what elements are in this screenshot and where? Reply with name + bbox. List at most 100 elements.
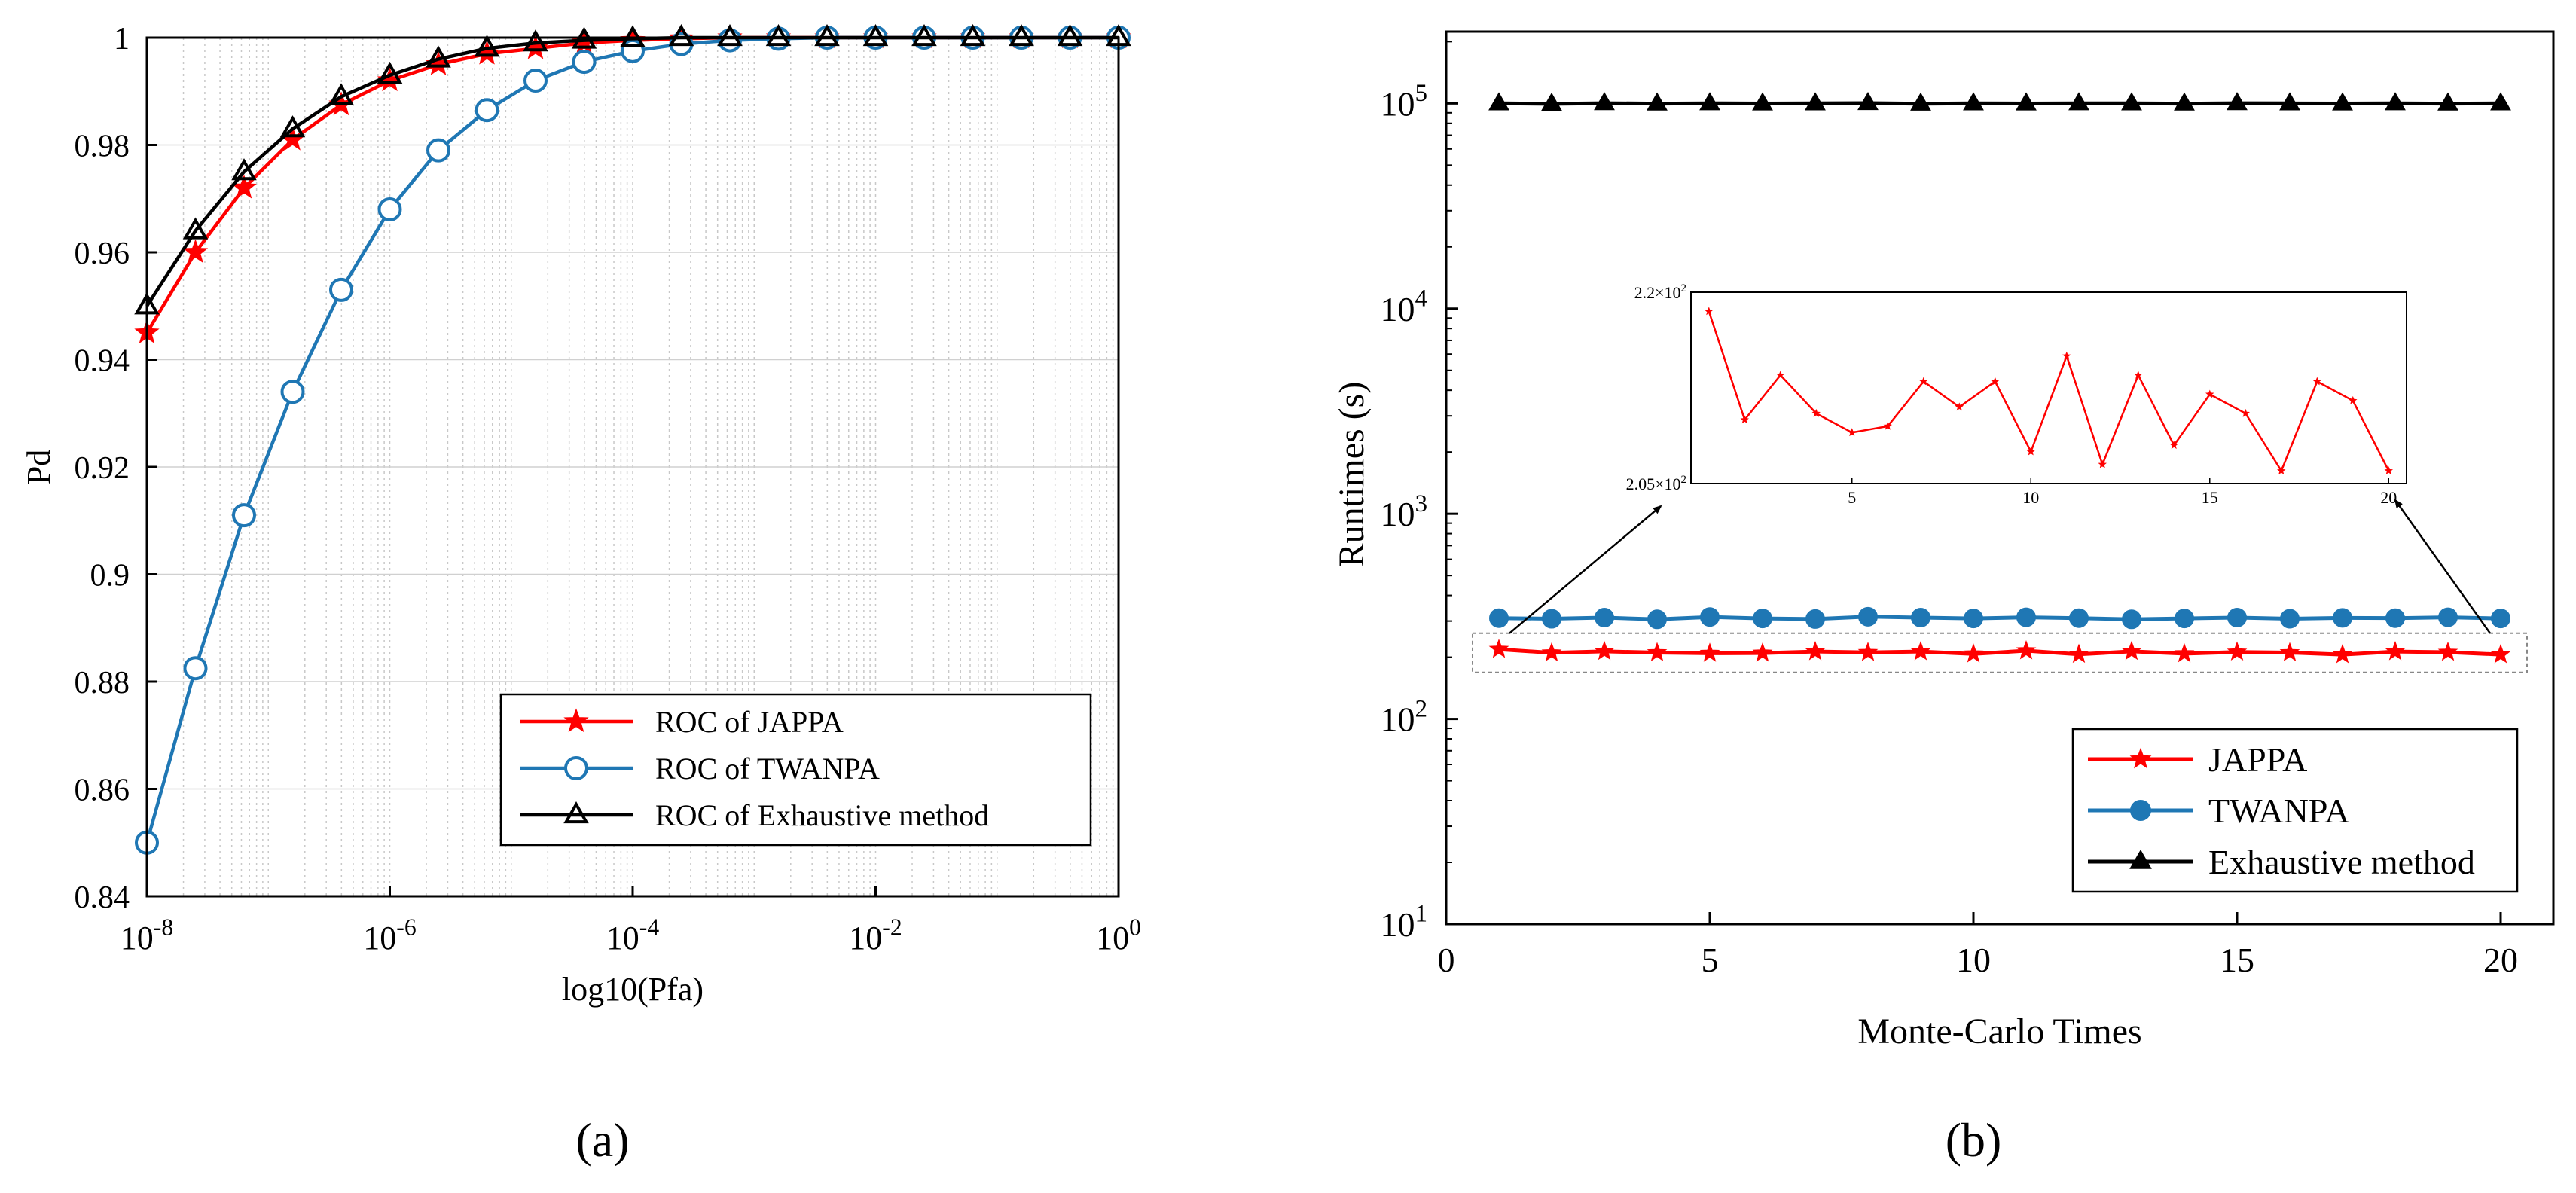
inset-line xyxy=(1708,311,2390,473)
plot-b-series xyxy=(1472,91,2528,673)
legend-label: Exhaustive method xyxy=(2208,843,2475,881)
inset-point xyxy=(1811,408,1821,417)
data-point-0 xyxy=(1647,642,1668,661)
data-point-2 xyxy=(474,35,500,57)
inset-frame xyxy=(1690,291,2407,484)
data-point-1 xyxy=(2122,609,2141,630)
series-line-2 xyxy=(1498,101,2501,106)
y-tick-label: 0.88 xyxy=(75,666,130,700)
legend-label: TWANPA xyxy=(2208,792,2349,830)
data-point-1 xyxy=(1647,609,1667,630)
data-point-2 xyxy=(765,23,792,47)
series-line-0 xyxy=(1498,647,2501,657)
data-point-1 xyxy=(1911,607,1930,627)
panel-a-chart: 10-8 10-6 10-4 10-2 100 0.84 0.86 0.88 0.9 0.92 0.… xyxy=(20,22,1141,1008)
inset-point xyxy=(2277,466,2286,474)
data-point-2 xyxy=(1594,92,1615,111)
data-point-2 xyxy=(2121,92,2142,111)
y-axis-label: Pd xyxy=(20,450,57,484)
zoom-region-box xyxy=(1472,632,2528,673)
data-point-0 xyxy=(2385,641,2406,661)
x-tick-label: 20 xyxy=(2483,941,2518,979)
data-point-1 xyxy=(572,50,597,75)
data-point-1 xyxy=(232,503,256,528)
data-point-1 xyxy=(329,277,353,302)
y-tick-label: 0.86 xyxy=(75,773,130,808)
legend-label: ROC of Exhaustive method xyxy=(655,798,989,832)
caption-a: (a) xyxy=(575,1113,629,1167)
x-tick-label: 0 xyxy=(1438,941,1455,979)
data-point-2 xyxy=(1488,92,1509,111)
inset-point xyxy=(2241,408,2250,417)
x-axis-label: Monte-Carlo Times xyxy=(1857,1011,2141,1051)
data-point-2 xyxy=(1057,23,1083,47)
data-point-1 xyxy=(2438,607,2458,627)
legend-marker xyxy=(563,708,589,733)
data-point-0 xyxy=(1752,642,1773,662)
data-point-0 xyxy=(2332,643,2353,664)
plot-b-frame xyxy=(1445,30,2555,926)
data-point-2 xyxy=(2332,92,2353,111)
y-tick-label: 103 xyxy=(1380,490,1427,533)
y-tick-label: 105 xyxy=(1380,79,1427,123)
data-point-0 xyxy=(1910,641,1931,661)
data-point-2 xyxy=(2385,92,2406,111)
y-tick-label: 0.98 xyxy=(75,130,130,164)
y-tick-label: 101 xyxy=(1380,900,1427,944)
inset-x-tick-label: 15 xyxy=(2202,488,2218,507)
data-point-1 xyxy=(1858,606,1878,627)
inset-y-tick-label: 2.2×102 xyxy=(1634,282,1686,302)
inset-x-tick-label: 20 xyxy=(2380,488,2397,507)
data-point-0 xyxy=(2490,643,2511,664)
data-point-2 xyxy=(1752,92,1773,111)
legend-marker xyxy=(2129,849,2152,869)
inset-y-tick-label: 2.05×102 xyxy=(1626,474,1686,493)
inset-point xyxy=(2026,447,2035,456)
x-tick-label: 5 xyxy=(1702,941,1719,979)
data-point-2 xyxy=(1699,92,1720,111)
legend-label: ROC of TWANPA xyxy=(655,752,880,786)
data-point-0 xyxy=(1963,643,1984,663)
data-point-2 xyxy=(911,23,937,47)
inset-x-tick-label: 5 xyxy=(1848,488,1856,507)
inset-point xyxy=(1740,415,1749,424)
data-point-2 xyxy=(2437,92,2458,111)
data-point-1 xyxy=(377,197,402,221)
data-point-0 xyxy=(1805,641,1826,661)
data-point-1 xyxy=(183,656,208,681)
inset-point xyxy=(1848,428,1857,437)
data-point-0 xyxy=(182,239,209,264)
data-point-2 xyxy=(1857,91,1879,111)
y-tick-label: 0.9 xyxy=(90,559,130,593)
legend: ROC of JAPPA ROC of TWANPA ROC of Exhausti… xyxy=(499,693,1092,847)
y-tick-label: 0.94 xyxy=(75,344,130,379)
inset-point xyxy=(1776,371,1785,379)
inset-zoom: 5 10 15 20 2.2×102 2.05×102 xyxy=(1509,282,2492,634)
data-point-0 xyxy=(1699,642,1720,662)
inset-point xyxy=(2134,371,2143,379)
y-tick-label: 0.96 xyxy=(75,236,130,271)
legend-marker xyxy=(2129,747,2152,769)
data-point-0 xyxy=(2227,641,2248,661)
x-tick-label: 15 xyxy=(2220,941,2254,979)
data-point-1 xyxy=(2069,608,2089,628)
x-tick-label: 10-4 xyxy=(606,914,660,957)
inset-point xyxy=(2205,389,2214,398)
data-point-2 xyxy=(182,217,209,240)
data-point-2 xyxy=(1647,92,1668,111)
data-point-1 xyxy=(1595,607,1614,627)
data-point-2 xyxy=(1009,23,1034,47)
x-axis-label: log10(Pfa) xyxy=(562,971,704,1008)
legend-label: JAPPA xyxy=(2208,740,2307,779)
data-point-1 xyxy=(1700,607,1720,627)
inset-point xyxy=(1991,377,2000,386)
data-point-1 xyxy=(2385,608,2405,628)
data-point-0 xyxy=(2437,641,2458,661)
inset-point xyxy=(1919,377,1928,386)
y-tick-label: 0.92 xyxy=(75,451,130,486)
data-point-2 xyxy=(1963,92,1984,111)
x-tick-label: 10-8 xyxy=(121,914,173,957)
data-point-0 xyxy=(1594,640,1615,661)
inset-point xyxy=(2062,351,2071,360)
